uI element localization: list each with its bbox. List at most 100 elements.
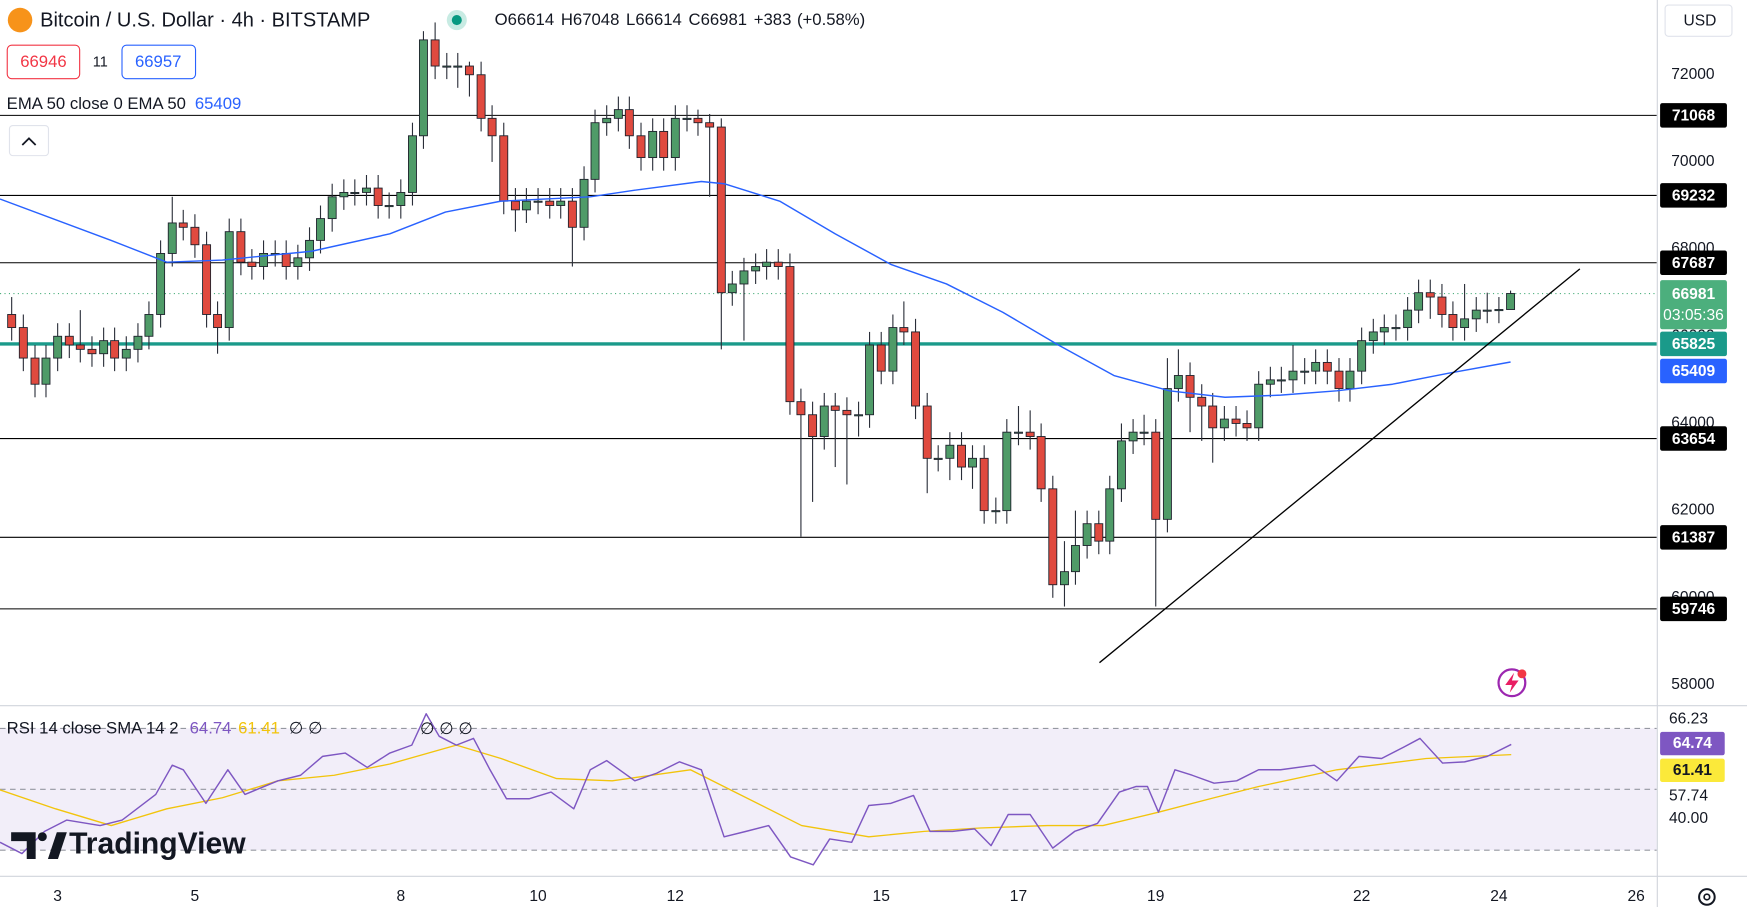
candle-body bbox=[854, 414, 864, 417]
candle-body bbox=[110, 340, 120, 359]
candle-body bbox=[1437, 296, 1447, 315]
candle-body bbox=[464, 65, 474, 76]
candle-body bbox=[876, 344, 886, 372]
candle-body bbox=[1345, 370, 1355, 390]
ohlc-label: O bbox=[495, 11, 508, 30]
level-label: 71068 bbox=[1672, 108, 1716, 125]
ohlc-low: 66614 bbox=[635, 11, 681, 30]
x-tick-label: 5 bbox=[191, 888, 200, 905]
currency-button[interactable] bbox=[1664, 4, 1733, 37]
back-layer: 5800060000620006400066000680007000072000… bbox=[0, 66, 1715, 905]
candle-body bbox=[362, 187, 371, 193]
candle-body bbox=[533, 200, 543, 203]
candle-body bbox=[133, 335, 143, 350]
candle-body bbox=[1094, 523, 1104, 542]
ema-label-bg bbox=[1660, 358, 1727, 384]
candle-body bbox=[418, 39, 428, 137]
candle-body bbox=[476, 74, 486, 119]
candle-body bbox=[1025, 431, 1035, 437]
candle-body bbox=[1105, 488, 1115, 542]
candle-body bbox=[1197, 396, 1207, 407]
candle-body bbox=[888, 327, 898, 372]
marks-layer bbox=[0, 22, 1657, 866]
ask-price: 66957 bbox=[135, 52, 181, 71]
candle-body bbox=[773, 261, 783, 267]
candle-body bbox=[1036, 436, 1046, 490]
candle-body bbox=[624, 109, 634, 137]
candle-body bbox=[1048, 488, 1058, 586]
candle-body bbox=[521, 200, 531, 211]
y-tick-label: 72000 bbox=[1671, 66, 1715, 83]
candle-body bbox=[281, 253, 291, 267]
candle-body bbox=[121, 348, 131, 359]
candle-body bbox=[1060, 571, 1069, 586]
level-label: 61387 bbox=[1672, 530, 1715, 547]
logo-dot bbox=[37, 832, 47, 842]
candle-body bbox=[1208, 405, 1218, 429]
rsi-label: RSI 14 close SMA 14 2 bbox=[7, 719, 179, 738]
candle-body bbox=[350, 191, 360, 195]
candle-body bbox=[178, 222, 188, 228]
alert-icon[interactable] bbox=[1497, 668, 1527, 698]
candle-body bbox=[991, 510, 1001, 513]
ohlc-label: C bbox=[689, 11, 701, 30]
candle-body bbox=[602, 117, 612, 124]
buy-button[interactable] bbox=[121, 44, 197, 80]
x-tick-label: 26 bbox=[1627, 888, 1644, 905]
candle-body bbox=[979, 457, 989, 512]
candle-body bbox=[842, 409, 852, 416]
rsi-sma-value: 61.41 bbox=[238, 719, 280, 738]
rsi-empty: ∅ ∅ bbox=[289, 719, 323, 738]
candle-body bbox=[327, 196, 337, 220]
x-tick-label: 19 bbox=[1147, 888, 1164, 905]
candle-body bbox=[430, 39, 440, 67]
rsi-legend: RSI 14 close SMA 14 2 64.74 61.41 ∅ ∅ bbox=[7, 719, 323, 738]
candle-body bbox=[1506, 293, 1516, 310]
x-tick-label: 17 bbox=[1010, 888, 1027, 905]
candle-body bbox=[693, 117, 703, 124]
logo-slash bbox=[47, 832, 67, 860]
candle-body bbox=[1322, 361, 1332, 372]
candle-body bbox=[224, 231, 234, 329]
collapse-button[interactable] bbox=[8, 124, 50, 157]
level-label: 69232 bbox=[1672, 188, 1716, 205]
candle-body bbox=[648, 130, 658, 159]
currency: USD bbox=[1683, 12, 1716, 29]
candle-body bbox=[442, 65, 452, 68]
candle-body bbox=[396, 191, 406, 206]
rsi-sma-label: 61.41 bbox=[1673, 762, 1712, 779]
level-label-bg bbox=[1660, 426, 1727, 451]
candle-body bbox=[1425, 292, 1435, 298]
candle-body bbox=[556, 200, 566, 206]
x-tick-label: 8 bbox=[396, 888, 405, 905]
ohlc-label: H bbox=[561, 11, 573, 30]
candle-body bbox=[213, 314, 223, 329]
candle-body bbox=[762, 261, 772, 267]
candle-body bbox=[1414, 292, 1424, 311]
sell-button[interactable] bbox=[6, 44, 81, 80]
level-label-bg bbox=[1660, 183, 1727, 208]
candle-body bbox=[1288, 370, 1298, 381]
support-label-bg bbox=[1660, 331, 1727, 357]
ema-name: EMA 50 close 0 EMA 50 bbox=[7, 94, 186, 113]
candle-body bbox=[259, 253, 268, 267]
candle-body bbox=[190, 226, 200, 246]
candle-body bbox=[808, 414, 818, 437]
candle-body bbox=[1368, 331, 1378, 342]
candle-body bbox=[64, 335, 74, 346]
level-label: 59746 bbox=[1672, 601, 1716, 618]
candle-body bbox=[202, 244, 212, 315]
candle-body bbox=[7, 314, 17, 329]
ohlc-label: L bbox=[626, 11, 635, 30]
candle-body bbox=[1254, 383, 1264, 429]
candle-body bbox=[1128, 431, 1138, 442]
candle-body bbox=[830, 405, 840, 411]
candle-body bbox=[384, 205, 394, 208]
candle-body bbox=[316, 218, 325, 241]
settings-icon[interactable] bbox=[1698, 888, 1716, 906]
candle-body bbox=[1173, 375, 1183, 390]
candle-body bbox=[1494, 309, 1504, 312]
level-label-bg bbox=[1660, 250, 1727, 276]
candle-body bbox=[30, 357, 40, 385]
